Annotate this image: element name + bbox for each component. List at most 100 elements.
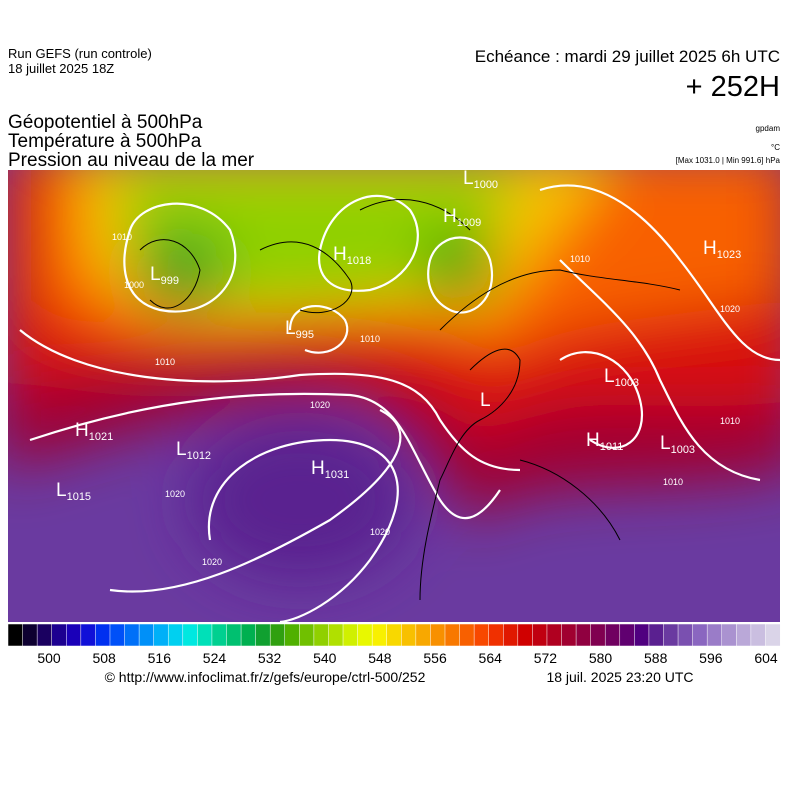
pressure-value: 1011 (600, 441, 624, 453)
isobar-label: 1010 (155, 357, 175, 367)
pressure-center: L1000 (463, 168, 498, 191)
pressure-center: H1031 (311, 458, 349, 481)
isobar-label: 1010 (720, 416, 740, 426)
pressure-center: H1021 (75, 420, 113, 443)
colorbar-swatch (706, 623, 723, 647)
isobar-label: 1020 (165, 489, 185, 499)
colorbar-tick-label: 508 (92, 650, 116, 666)
colorbar-tick-label: 572 (534, 650, 558, 666)
colorbar-swatch (736, 623, 752, 647)
colorbar-swatch (415, 623, 431, 647)
colorbar: 500 508 516 524 532 540 548 556 564 572 580 588 596 6… (7, 623, 781, 666)
pressure-center: L995 (285, 318, 314, 341)
pressure-letter: H (586, 430, 600, 451)
colorbar-swatch (226, 623, 242, 647)
colorbar-swatch (342, 623, 359, 647)
colorbar-swatch (590, 623, 606, 647)
colorbar-swatch (80, 623, 96, 647)
isobar-label: 1010 (360, 334, 380, 344)
colorbar-swatch (459, 623, 475, 647)
colorbar-swatch (488, 623, 504, 647)
isobar-label: 1010 (663, 477, 683, 487)
pressure-value: 1031 (325, 469, 349, 481)
pressure-letter: L (480, 390, 491, 411)
pressure-value: 1023 (717, 249, 741, 261)
pressure-center: H1018 (333, 244, 371, 267)
pressure-value: 995 (296, 329, 314, 341)
pressure-letter: L (660, 433, 671, 454)
colorbar-tick-label: 540 (313, 650, 337, 666)
colorbar-swatch (109, 623, 126, 647)
colorbar-swatch (648, 623, 665, 647)
pressure-value: 999 (161, 275, 179, 287)
colorbar-swatch (386, 623, 402, 647)
pressure-center: L1003 (660, 433, 695, 456)
colorbar-swatch (765, 623, 781, 647)
colorbar-swatch (444, 623, 461, 647)
pressure-center: L999 (150, 264, 179, 287)
colorbar-tick-label: 604 (754, 650, 778, 666)
colorbar-swatch (634, 623, 650, 647)
colorbar-swatch (240, 623, 257, 647)
pressure-center: H1011 (586, 430, 623, 453)
pressure-letter: H (333, 244, 347, 265)
colorbar-swatch (269, 623, 286, 647)
colorbar-swatch (663, 623, 679, 647)
pressure-letter: H (443, 206, 457, 227)
colorbar-swatch (138, 623, 155, 647)
colorbar-swatch (124, 623, 140, 647)
colorbar-swatch (357, 623, 373, 647)
pressure-value: 1015 (67, 491, 91, 503)
pressure-center: L1015 (56, 480, 91, 503)
colorbar-swatch (211, 623, 228, 647)
colorbar-swatch (197, 623, 213, 647)
colorbar-swatch (502, 623, 519, 647)
colorbar-tick-label: 580 (589, 650, 613, 666)
isobar-label: 1020 (370, 527, 390, 537)
pressure-center: L1012 (176, 439, 211, 462)
colorbar-tick-label: 564 (479, 650, 503, 666)
colorbar-tick-label: 524 (203, 650, 227, 666)
colorbar-swatch (619, 623, 635, 647)
pressure-value: 1003 (615, 377, 639, 389)
pressure-letter: L (604, 366, 615, 387)
isobar-label: 1010 (570, 254, 590, 264)
colorbar-swatch (430, 623, 446, 647)
colorbar-swatch (182, 623, 198, 647)
pressure-value: 1000 (474, 179, 498, 191)
pressure-center: H1023 (703, 238, 741, 261)
isobar-label: 1020 (720, 304, 740, 314)
colorbar-swatch (561, 623, 577, 647)
field: Géopotentiel à 500hPa (8, 112, 203, 133)
pressure-letter: H (311, 458, 325, 479)
pressure-letter: H (75, 420, 89, 441)
pressure-value: 1003 (671, 444, 695, 456)
colorbar-tick-label: 516 (148, 650, 172, 666)
colorbar-tick-label: 548 (368, 650, 392, 666)
unit: [Max 1031.0 | Min 991.6] hPa (676, 156, 781, 165)
colorbar-swatch (604, 623, 621, 647)
colorbar-swatch (750, 623, 766, 647)
colorbar-swatch (95, 623, 111, 647)
colorbar-swatch (721, 623, 737, 647)
generated: 18 juil. 2025 23:20 UTC (546, 669, 693, 685)
run: Run GEFS (run controle) (8, 46, 152, 61)
colorbar-swatch (299, 623, 315, 647)
colorbar-swatch (255, 623, 271, 647)
pressure-letter: L (176, 439, 187, 460)
pressure-value: 1018 (347, 255, 371, 267)
pressure-value: 1021 (89, 431, 113, 443)
colorbar-swatch (22, 623, 38, 647)
pressure-letter: L (285, 318, 296, 339)
colorbar-swatch (401, 623, 417, 647)
map (8, 170, 780, 622)
isobar-label: 1020 (310, 400, 330, 410)
colorbar-tick-label: 500 (37, 650, 61, 666)
colorbar-tick-label: 596 (699, 650, 723, 666)
colorbar-tick-label: 532 (258, 650, 282, 666)
colorbar-swatch (371, 623, 388, 647)
pressure-value: 1009 (457, 217, 481, 229)
colorbar-swatch (473, 623, 490, 647)
unit: °C (771, 143, 780, 152)
